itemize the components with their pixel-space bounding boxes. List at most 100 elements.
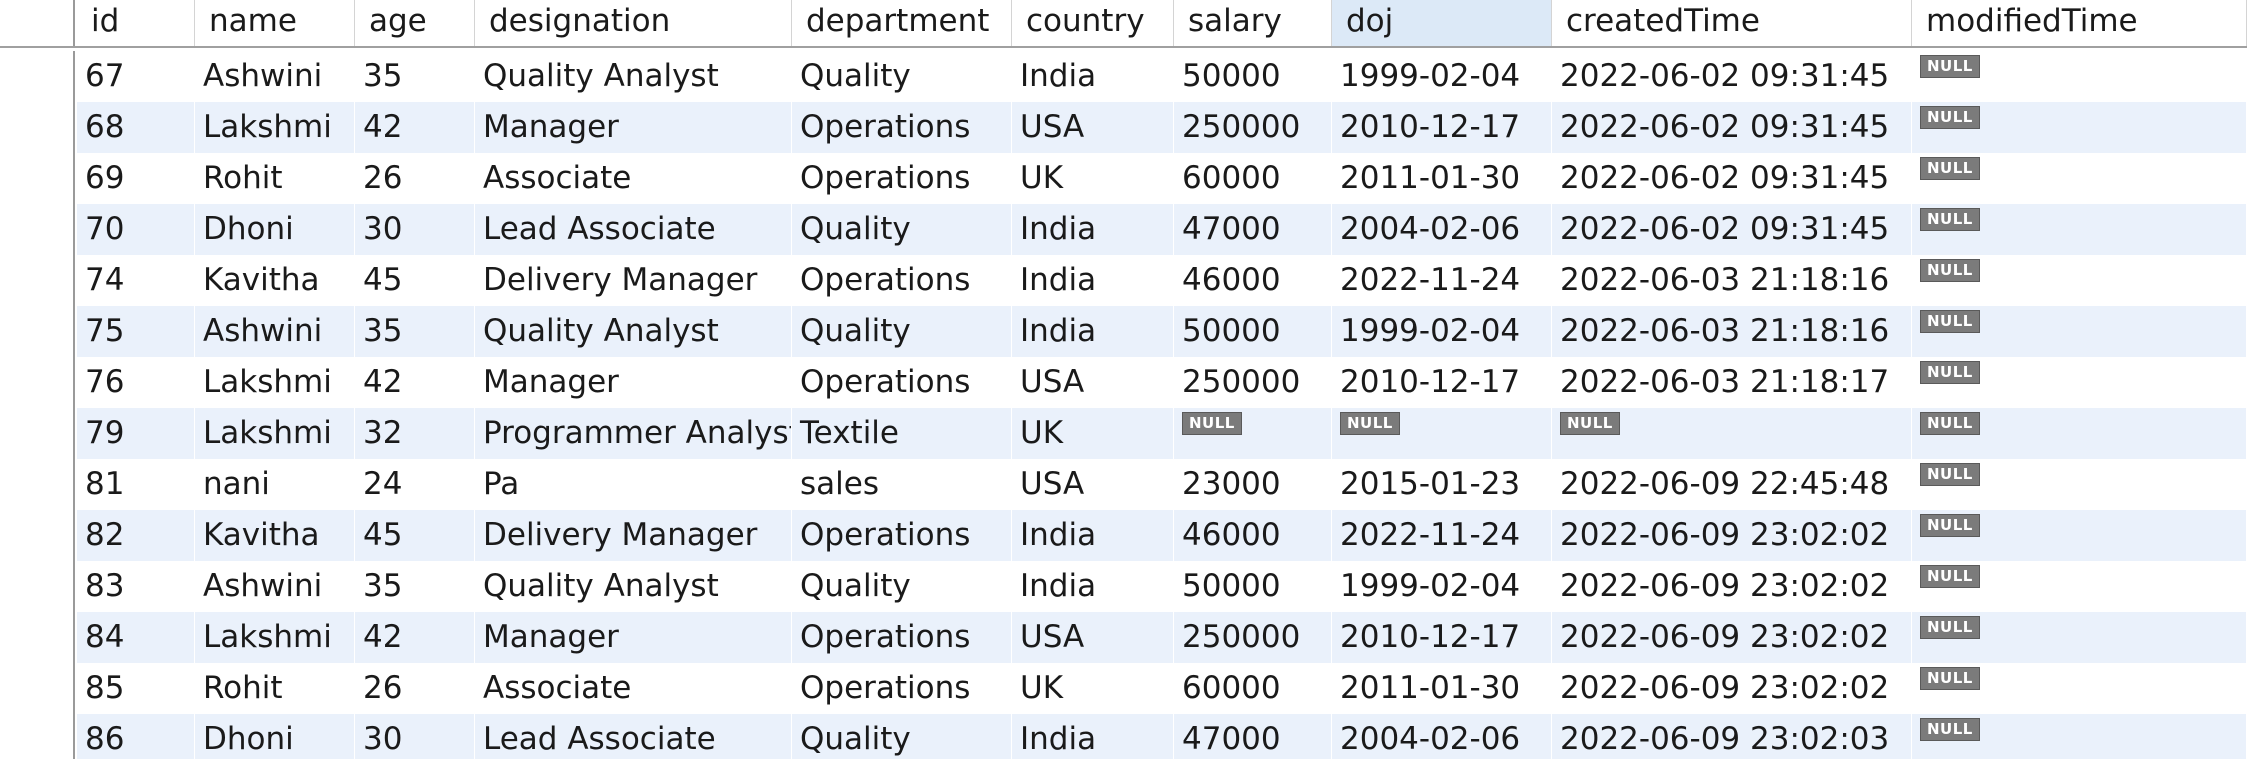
cell-modifiedtime[interactable]: NULL	[1912, 714, 2247, 759]
cell-department[interactable]: Quality	[792, 714, 1012, 759]
cell-id[interactable]: 85	[77, 663, 195, 714]
cell-id[interactable]: 75	[77, 306, 195, 357]
row-selector[interactable]	[0, 51, 75, 102]
cell-createdtime[interactable]: 2022-06-02 09:31:45	[1552, 153, 1912, 204]
cell-salary[interactable]: 250000	[1174, 102, 1332, 153]
cell-country[interactable]: India	[1012, 306, 1174, 357]
row-selector[interactable]	[0, 408, 75, 459]
cell-id[interactable]: 74	[77, 255, 195, 306]
table-row[interactable]: 68 Lakshmi 42 Manager Operations USA 250000 201…	[0, 102, 2247, 153]
cell-doj[interactable]: 2022-11-24	[1332, 255, 1552, 306]
cell-name[interactable]: Lakshmi	[195, 612, 355, 663]
cell-id[interactable]: 82	[77, 510, 195, 561]
row-selector[interactable]	[0, 510, 75, 561]
cell-age[interactable]: 35	[355, 306, 475, 357]
cell-designation[interactable]: Programmer Analyst	[475, 408, 792, 459]
cell-department[interactable]: sales	[792, 459, 1012, 510]
column-header-age[interactable]: age	[355, 0, 475, 46]
cell-doj[interactable]: 1999-02-04	[1332, 51, 1552, 102]
cell-modifiedtime[interactable]: NULL	[1912, 204, 2247, 255]
cell-country[interactable]: India	[1012, 204, 1174, 255]
cell-age[interactable]: 26	[355, 663, 475, 714]
cell-country[interactable]: India	[1012, 561, 1174, 612]
cell-age[interactable]: 42	[355, 612, 475, 663]
cell-country[interactable]: UK	[1012, 408, 1174, 459]
cell-name[interactable]: Rohit	[195, 153, 355, 204]
cell-designation[interactable]: Manager	[475, 102, 792, 153]
cell-age[interactable]: 24	[355, 459, 475, 510]
table-row[interactable]: 79 Lakshmi 32 Programmer Analyst Textile UK NU…	[0, 408, 2247, 459]
cell-id[interactable]: 83	[77, 561, 195, 612]
cell-modifiedtime[interactable]: NULL	[1912, 357, 2247, 408]
cell-salary[interactable]: 250000	[1174, 612, 1332, 663]
row-selector[interactable]	[0, 663, 75, 714]
cell-age[interactable]: 35	[355, 51, 475, 102]
cell-id[interactable]: 67	[77, 51, 195, 102]
cell-modifiedtime[interactable]: NULL	[1912, 153, 2247, 204]
cell-age[interactable]: 26	[355, 153, 475, 204]
cell-department[interactable]: Operations	[792, 255, 1012, 306]
table-row[interactable]: 69 Rohit 26 Associate Operations UK 60000 2011-…	[0, 153, 2247, 204]
cell-name[interactable]: Ashwini	[195, 306, 355, 357]
cell-country[interactable]: USA	[1012, 612, 1174, 663]
cell-id[interactable]: 76	[77, 357, 195, 408]
cell-createdtime[interactable]: 2022-06-09 23:02:02	[1552, 510, 1912, 561]
cell-department[interactable]: Quality	[792, 561, 1012, 612]
cell-salary[interactable]: NULL	[1174, 408, 1332, 459]
cell-createdtime[interactable]: 2022-06-03 21:18:16	[1552, 255, 1912, 306]
cell-designation[interactable]: Manager	[475, 357, 792, 408]
column-header-modifiedtime[interactable]: modifiedTime	[1912, 0, 2247, 46]
row-selector[interactable]	[0, 459, 75, 510]
cell-country[interactable]: USA	[1012, 102, 1174, 153]
cell-doj[interactable]: 2004-02-06	[1332, 714, 1552, 759]
cell-country[interactable]: UK	[1012, 663, 1174, 714]
column-header-department[interactable]: department	[792, 0, 1012, 46]
cell-modifiedtime[interactable]: NULL	[1912, 612, 2247, 663]
cell-name[interactable]: Kavitha	[195, 510, 355, 561]
column-header-createdtime[interactable]: createdTime	[1552, 0, 1912, 46]
cell-id[interactable]: 68	[77, 102, 195, 153]
cell-salary[interactable]: 50000	[1174, 306, 1332, 357]
cell-modifiedtime[interactable]: NULL	[1912, 102, 2247, 153]
table-row[interactable]: 86 Dhoni 30 Lead Associate Quality India 47000…	[0, 714, 2247, 759]
table-row[interactable]: 75 Ashwini 35 Quality Analyst Quality India 50…	[0, 306, 2247, 357]
cell-id[interactable]: 86	[77, 714, 195, 759]
cell-age[interactable]: 42	[355, 102, 475, 153]
cell-modifiedtime[interactable]: NULL	[1912, 255, 2247, 306]
cell-name[interactable]: Kavitha	[195, 255, 355, 306]
row-selector[interactable]	[0, 612, 75, 663]
cell-name[interactable]: Rohit	[195, 663, 355, 714]
cell-salary[interactable]: 23000	[1174, 459, 1332, 510]
cell-salary[interactable]: 46000	[1174, 255, 1332, 306]
cell-id[interactable]: 84	[77, 612, 195, 663]
row-selector[interactable]	[0, 561, 75, 612]
cell-designation[interactable]: Pa	[475, 459, 792, 510]
cell-name[interactable]: nani	[195, 459, 355, 510]
cell-department[interactable]: Operations	[792, 612, 1012, 663]
cell-department[interactable]: Quality	[792, 204, 1012, 255]
cell-country[interactable]: USA	[1012, 357, 1174, 408]
cell-country[interactable]: India	[1012, 714, 1174, 759]
cell-doj[interactable]: 2022-11-24	[1332, 510, 1552, 561]
cell-doj[interactable]: 2010-12-17	[1332, 357, 1552, 408]
row-selector[interactable]	[0, 102, 75, 153]
cell-age[interactable]: 35	[355, 561, 475, 612]
table-row[interactable]: 76 Lakshmi 42 Manager Operations USA 250000 201…	[0, 357, 2247, 408]
row-selector[interactable]	[0, 306, 75, 357]
cell-salary[interactable]: 47000	[1174, 204, 1332, 255]
table-row[interactable]: 82 Kavitha 45 Delivery Manager Operations Ind…	[0, 510, 2247, 561]
cell-designation[interactable]: Quality Analyst	[475, 561, 792, 612]
cell-doj[interactable]: 2011-01-30	[1332, 663, 1552, 714]
row-selector[interactable]	[0, 714, 75, 759]
table-row[interactable]: 84 Lakshmi 42 Manager Operations USA 250000 201…	[0, 612, 2247, 663]
row-selector[interactable]	[0, 204, 75, 255]
cell-designation[interactable]: Associate	[475, 153, 792, 204]
cell-createdtime[interactable]: 2022-06-02 09:31:45	[1552, 51, 1912, 102]
cell-doj[interactable]: 2011-01-30	[1332, 153, 1552, 204]
cell-department[interactable]: Quality	[792, 306, 1012, 357]
row-selector[interactable]	[0, 255, 75, 306]
cell-department[interactable]: Operations	[792, 102, 1012, 153]
cell-salary[interactable]: 50000	[1174, 51, 1332, 102]
cell-designation[interactable]: Associate	[475, 663, 792, 714]
cell-name[interactable]: Ashwini	[195, 561, 355, 612]
